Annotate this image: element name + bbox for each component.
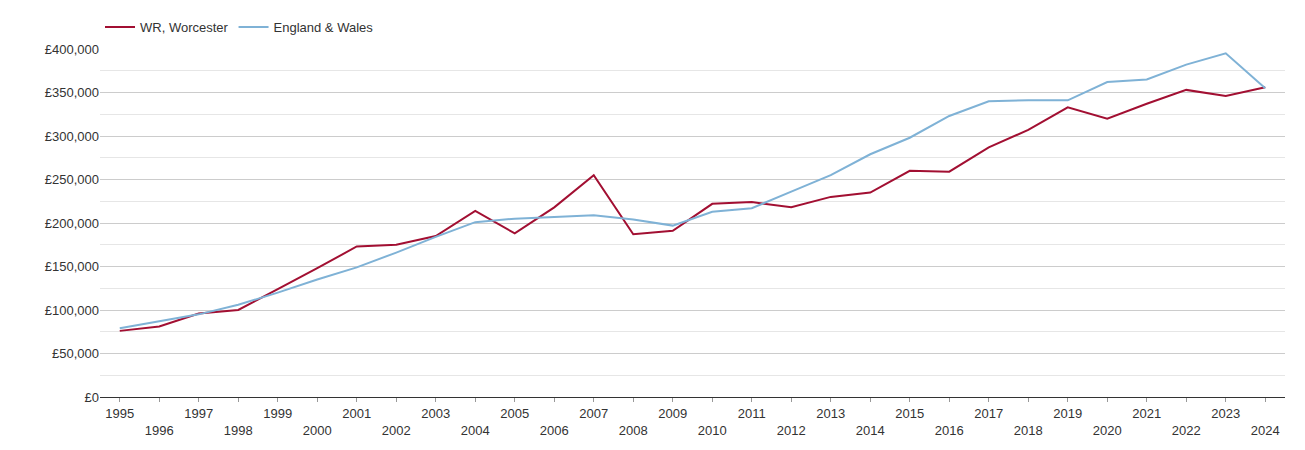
svg-text:2002: 2002: [382, 423, 411, 438]
svg-text:2000: 2000: [303, 423, 332, 438]
svg-text:2019: 2019: [1053, 406, 1082, 421]
svg-text:England & Wales: England & Wales: [274, 20, 374, 35]
svg-text:WR, Worcester: WR, Worcester: [140, 20, 229, 35]
svg-text:1998: 1998: [224, 423, 253, 438]
svg-text:2022: 2022: [1172, 423, 1201, 438]
svg-text:2020: 2020: [1093, 423, 1122, 438]
svg-text:2006: 2006: [540, 423, 569, 438]
svg-text:2010: 2010: [698, 423, 727, 438]
svg-text:2017: 2017: [974, 406, 1003, 421]
svg-text:2005: 2005: [500, 406, 529, 421]
svg-text:1996: 1996: [145, 423, 174, 438]
svg-text:2003: 2003: [421, 406, 450, 421]
svg-text:2014: 2014: [856, 423, 885, 438]
svg-text:£300,000: £300,000: [45, 129, 99, 144]
svg-text:2013: 2013: [816, 406, 845, 421]
svg-text:£100,000: £100,000: [45, 303, 99, 318]
svg-text:£200,000: £200,000: [45, 216, 99, 231]
svg-text:2024: 2024: [1251, 423, 1280, 438]
svg-text:2011: 2011: [738, 406, 766, 421]
svg-text:2004: 2004: [461, 423, 490, 438]
svg-text:2008: 2008: [619, 423, 648, 438]
svg-text:£350,000: £350,000: [45, 85, 99, 100]
svg-text:2012: 2012: [777, 423, 806, 438]
svg-text:2001: 2001: [342, 406, 371, 421]
svg-text:2015: 2015: [895, 406, 924, 421]
svg-text:1999: 1999: [263, 406, 292, 421]
svg-text:2007: 2007: [579, 406, 608, 421]
svg-text:1995: 1995: [105, 406, 134, 421]
svg-text:2009: 2009: [658, 406, 687, 421]
svg-text:£400,000: £400,000: [45, 42, 99, 57]
svg-text:£0: £0: [85, 390, 99, 405]
svg-text:1997: 1997: [184, 406, 213, 421]
svg-text:2023: 2023: [1211, 406, 1240, 421]
svg-text:£250,000: £250,000: [45, 172, 99, 187]
svg-text:2021: 2021: [1132, 406, 1161, 421]
svg-text:2016: 2016: [935, 423, 964, 438]
svg-text:£50,000: £50,000: [52, 346, 99, 361]
svg-text:2018: 2018: [1014, 423, 1043, 438]
svg-text:£150,000: £150,000: [45, 259, 99, 274]
